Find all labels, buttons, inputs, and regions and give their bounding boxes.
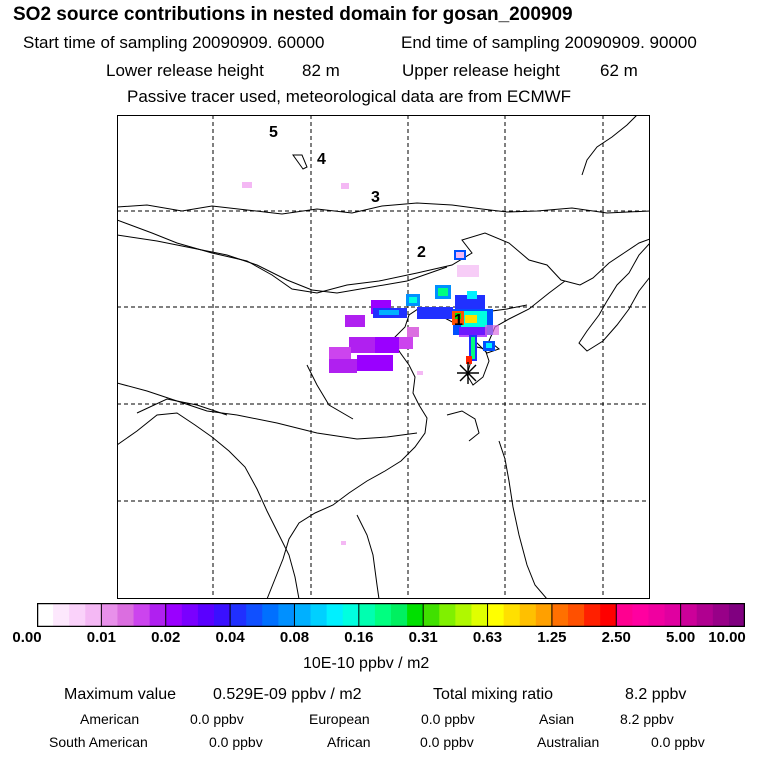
colorbar-swatch — [535, 603, 553, 627]
colorbar-swatch — [214, 603, 231, 627]
day-label-3: 3 — [371, 189, 380, 206]
colorbar-swatch — [374, 603, 392, 627]
region-name-european: European — [309, 711, 370, 727]
colorbar-swatch — [648, 603, 666, 627]
tracer-note: Passive tracer used, meteorological data… — [127, 87, 572, 106]
colorbar-swatch — [680, 603, 698, 627]
region-name-south-american: South American — [49, 734, 148, 750]
region-value-african: 0.0 ppbv — [420, 734, 474, 750]
colorbar-swatch — [696, 603, 714, 627]
colorbar-swatch — [101, 603, 119, 627]
colorbar-tick-label: 0.63 — [472, 629, 503, 646]
colorbar-tick-label: 0.08 — [279, 629, 310, 646]
end-time-label: End time of sampling 20090909. 90000 — [401, 33, 697, 52]
colorbar-swatch — [487, 603, 505, 627]
colorbar-tick-label: 0.04 — [215, 629, 245, 646]
colorbar-swatch — [632, 603, 650, 627]
colorbar-swatch — [149, 603, 167, 627]
region-value-european: 0.0 ppbv — [421, 711, 475, 727]
colorbar-swatch — [37, 603, 54, 627]
colorbar-swatch — [423, 603, 440, 627]
day-label-4: 4 — [317, 151, 326, 168]
region-name-african: African — [327, 734, 371, 750]
colorbar-swatch — [471, 603, 489, 627]
region-name-asian: Asian — [539, 711, 575, 727]
receptor-asterisk-icon — [457, 362, 479, 384]
max-value: 0.529E-09 ppbv / m2 — [213, 686, 362, 703]
colorbar-swatch — [246, 603, 263, 627]
colorbar-tick-label: 1.25 — [537, 629, 567, 646]
colorbar-swatch — [616, 603, 633, 627]
total-mixing-value: 8.2 ppbv — [625, 686, 687, 703]
colorbar-swatch — [728, 603, 745, 627]
colorbar-swatch — [262, 603, 279, 627]
colorbar-swatch — [712, 603, 730, 627]
upper-release-label: Upper release height — [402, 61, 560, 80]
day-label-1: 1 — [454, 312, 463, 329]
colorbar-swatch — [600, 603, 617, 627]
day-label-5: 5 — [269, 124, 278, 141]
colorbar-swatch — [407, 603, 424, 627]
colorbar-tick-label: 0.00 — [12, 629, 42, 646]
colorbar-swatch — [197, 603, 215, 627]
plot-title: SO2 source contributions in nested domai… — [13, 4, 573, 25]
map-panel: 5 4 3 2 1 — [117, 115, 650, 599]
total-mixing-label: Total mixing ratio — [433, 686, 554, 703]
colorbar-tick-label: 0.31 — [408, 629, 438, 646]
colorbar-swatch — [278, 603, 296, 627]
colorbar-swatch — [53, 603, 70, 627]
region-value-asian: 8.2 ppbv — [620, 711, 674, 727]
colorbar-swatch — [519, 603, 537, 627]
colorbar-tick-label: 0.01 — [86, 629, 116, 646]
colorbar-swatch — [455, 603, 473, 627]
day-label-2: 2 — [417, 244, 426, 261]
colorbar-swatch — [358, 603, 376, 627]
region-value-australian: 0.0 ppbv — [651, 734, 705, 750]
colorbar-swatch — [165, 603, 183, 627]
max-value-label: Maximum value — [64, 686, 177, 703]
region-value-american: 0.0 ppbv — [190, 711, 244, 727]
lower-release-value: 82 m — [302, 61, 340, 80]
colorbar-swatch — [568, 603, 585, 627]
colorbar-tick-label: 0.02 — [151, 629, 181, 646]
colorbar-swatch — [230, 603, 247, 627]
map-frame — [117, 115, 650, 599]
region-name-australian: Australian — [537, 734, 600, 750]
colorbar-tick-label: 5.00 — [666, 629, 696, 646]
colorbar-swatch — [503, 603, 521, 627]
coastlines — [117, 115, 650, 599]
country-borders — [117, 234, 528, 440]
colorbar-swatch — [326, 603, 344, 627]
colorbar-swatch — [664, 603, 682, 627]
upper-release-value: 62 m — [600, 61, 638, 80]
colorbar-swatch — [69, 603, 86, 627]
colorbar-swatch — [584, 603, 601, 627]
colorbar-swatch — [310, 603, 328, 627]
start-time-label: Start time of sampling 20090909. 60000 — [23, 33, 325, 52]
colorbar-swatch — [85, 603, 102, 627]
lower-release-label: Lower release height — [106, 61, 264, 80]
colorbar-swatch — [342, 603, 360, 627]
colorbar — [37, 603, 745, 627]
contribution-field — [242, 182, 499, 545]
colorbar-swatch — [294, 603, 312, 627]
colorbar-swatch — [439, 603, 456, 627]
colorbar-unit: 10E-10 ppbv / m2 — [303, 655, 430, 672]
colorbar-tick-label: 10.00 — [708, 629, 746, 646]
region-value-south-american: 0.0 ppbv — [209, 734, 263, 750]
colorbar-tick-label: 2.50 — [601, 629, 631, 646]
colorbar-swatch — [117, 603, 135, 627]
colorbar-swatch — [391, 603, 408, 627]
colorbar-swatch — [181, 603, 199, 627]
region-name-american: American — [80, 711, 140, 727]
colorbar-swatch — [551, 603, 569, 627]
colorbar-tick-label: 0.16 — [344, 629, 374, 646]
colorbar-swatch — [133, 603, 151, 627]
